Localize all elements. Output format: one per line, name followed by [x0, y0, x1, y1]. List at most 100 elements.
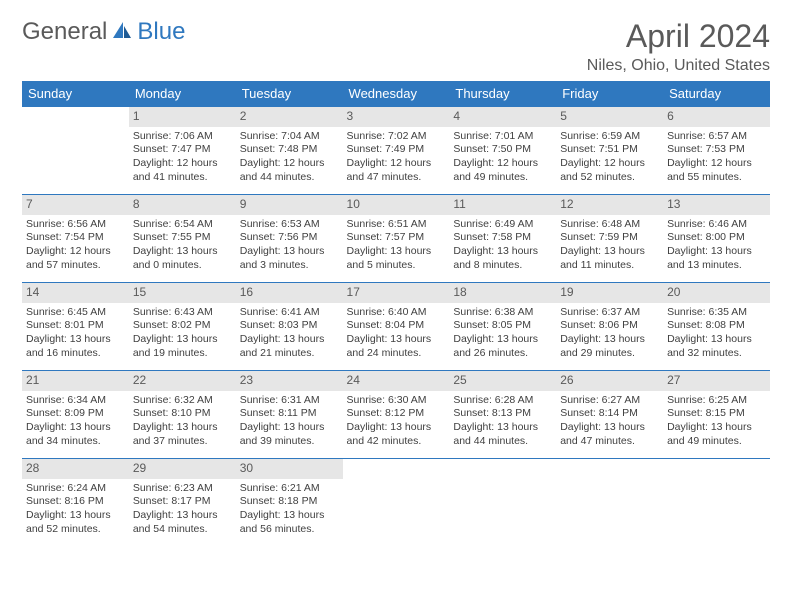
day-info: Sunrise: 7:02 AMSunset: 7:49 PMDaylight:…	[347, 130, 446, 185]
day-info: Sunrise: 6:28 AMSunset: 8:13 PMDaylight:…	[453, 394, 552, 449]
calendar-cell: 30 Sunrise: 6:21 AMSunset: 8:18 PMDayligh…	[236, 459, 343, 547]
day-number: 16	[236, 283, 343, 303]
calendar-cell	[556, 459, 663, 547]
day-info: Sunrise: 6:35 AMSunset: 8:08 PMDaylight:…	[667, 306, 766, 361]
calendar-cell: 11 Sunrise: 6:49 AMSunset: 7:58 PMDayligh…	[449, 195, 556, 283]
calendar-table: Sunday Monday Tuesday Wednesday Thursday…	[22, 81, 770, 547]
calendar-row: 14 Sunrise: 6:45 AMSunset: 8:01 PMDayligh…	[22, 283, 770, 371]
calendar-cell: 17Sunrise: 6:40 AMSunset: 8:04 PMDayligh…	[343, 283, 450, 371]
weekday-header-row: Sunday Monday Tuesday Wednesday Thursday…	[22, 81, 770, 107]
calendar-cell: 15 Sunrise: 6:43 AMSunset: 8:02 PMDayligh…	[129, 283, 236, 371]
month-title: April 2024	[587, 18, 770, 55]
day-info: Sunrise: 6:43 AMSunset: 8:02 PMDaylight:…	[133, 306, 232, 361]
calendar-cell: 6 Sunrise: 6:57 AMSunset: 7:53 PMDaylight…	[663, 107, 770, 195]
day-number: 3	[343, 107, 450, 127]
weekday-header: Saturday	[663, 81, 770, 107]
day-number: 8	[129, 195, 236, 215]
day-info: Sunrise: 6:25 AMSunset: 8:15 PMDaylight:…	[667, 394, 766, 449]
calendar-cell: 27 Sunrise: 6:25 AMSunset: 8:15 PMDayligh…	[663, 371, 770, 459]
day-number: 14	[22, 283, 129, 303]
day-number: 25	[449, 371, 556, 391]
day-info: Sunrise: 6:49 AMSunset: 7:58 PMDaylight:…	[453, 218, 552, 273]
day-number: 4	[449, 107, 556, 127]
day-number: 6	[663, 107, 770, 127]
day-number: 26	[556, 371, 663, 391]
day-info: Sunrise: 6:48 AMSunset: 7:59 PMDaylight:…	[560, 218, 659, 273]
weekday-header: Sunday	[22, 81, 129, 107]
calendar-cell: 12 Sunrise: 6:48 AMSunset: 7:59 PMDayligh…	[556, 195, 663, 283]
day-info: Sunrise: 6:38 AMSunset: 8:05 PMDaylight:…	[453, 306, 552, 361]
day-info: Sunrise: 6:34 AMSunset: 8:09 PMDaylight:…	[26, 394, 125, 449]
day-number: 22	[129, 371, 236, 391]
day-info: Sunrise: 7:01 AMSunset: 7:50 PMDaylight:…	[453, 130, 552, 185]
weekday-header: Tuesday	[236, 81, 343, 107]
day-info: Sunrise: 7:04 AMSunset: 7:48 PMDaylight:…	[240, 130, 339, 185]
calendar-cell: 23Sunrise: 6:31 AMSunset: 8:11 PMDayligh…	[236, 371, 343, 459]
logo-sail-icon	[111, 20, 133, 45]
calendar-cell: 3 Sunrise: 7:02 AMSunset: 7:49 PMDaylight…	[343, 107, 450, 195]
day-info: Sunrise: 6:30 AMSunset: 8:12 PMDaylight:…	[347, 394, 446, 449]
logo-text-blue: Blue	[137, 18, 185, 46]
day-info: Sunrise: 6:45 AMSunset: 8:01 PMDaylight:…	[26, 306, 125, 361]
calendar-cell: 26 Sunrise: 6:27 AMSunset: 8:14 PMDayligh…	[556, 371, 663, 459]
day-info: Sunrise: 6:32 AMSunset: 8:10 PMDaylight:…	[133, 394, 232, 449]
day-number: 7	[22, 195, 129, 215]
calendar-cell: 13 Sunrise: 6:46 AMSunset: 8:00 PMDayligh…	[663, 195, 770, 283]
day-number: 30	[236, 459, 343, 479]
day-info: Sunrise: 7:06 AMSunset: 7:47 PMDaylight:…	[133, 130, 232, 185]
calendar-cell	[22, 107, 129, 195]
day-info: Sunrise: 6:53 AMSunset: 7:56 PMDaylight:…	[240, 218, 339, 273]
calendar-row: 28Sunrise: 6:24 AMSunset: 8:16 PMDayligh…	[22, 459, 770, 547]
day-number: 28	[22, 459, 129, 479]
calendar-cell	[449, 459, 556, 547]
weekday-header: Thursday	[449, 81, 556, 107]
calendar-cell: 18Sunrise: 6:38 AMSunset: 8:05 PMDayligh…	[449, 283, 556, 371]
calendar-row: 7Sunrise: 6:56 AMSunset: 7:54 PMDaylight…	[22, 195, 770, 283]
weekday-header: Monday	[129, 81, 236, 107]
day-number: 27	[663, 371, 770, 391]
day-info: Sunrise: 6:27 AMSunset: 8:14 PMDaylight:…	[560, 394, 659, 449]
day-info: Sunrise: 6:41 AMSunset: 8:03 PMDaylight:…	[240, 306, 339, 361]
calendar-cell	[343, 459, 450, 547]
day-number: 19	[556, 283, 663, 303]
day-info: Sunrise: 6:54 AMSunset: 7:55 PMDaylight:…	[133, 218, 232, 273]
calendar-cell: 2 Sunrise: 7:04 AMSunset: 7:48 PMDaylight…	[236, 107, 343, 195]
day-info: Sunrise: 6:21 AMSunset: 8:18 PMDaylight:…	[240, 482, 339, 537]
day-info: Sunrise: 6:23 AMSunset: 8:17 PMDaylight:…	[133, 482, 232, 537]
logo-text-general: General	[22, 18, 107, 46]
calendar-cell: 21 Sunrise: 6:34 AMSunset: 8:09 PMDayligh…	[22, 371, 129, 459]
day-number: 21	[22, 371, 129, 391]
calendar-cell: 1 Sunrise: 7:06 AMSunset: 7:47 PMDaylight…	[129, 107, 236, 195]
day-info: Sunrise: 6:59 AMSunset: 7:51 PMDaylight:…	[560, 130, 659, 185]
day-info: Sunrise: 6:31 AMSunset: 8:11 PMDaylight:…	[240, 394, 339, 449]
calendar-row: 21 Sunrise: 6:34 AMSunset: 8:09 PMDayligh…	[22, 371, 770, 459]
calendar-cell: 4 Sunrise: 7:01 AMSunset: 7:50 PMDaylight…	[449, 107, 556, 195]
weekday-header: Friday	[556, 81, 663, 107]
calendar-cell: 19Sunrise: 6:37 AMSunset: 8:06 PMDayligh…	[556, 283, 663, 371]
day-number: 15	[129, 283, 236, 303]
calendar-cell	[663, 459, 770, 547]
location: Niles, Ohio, United States	[587, 57, 770, 75]
weekday-header: Wednesday	[343, 81, 450, 107]
title-block: April 2024 Niles, Ohio, United States	[587, 18, 770, 75]
day-info: Sunrise: 6:46 AMSunset: 8:00 PMDaylight:…	[667, 218, 766, 273]
day-number: 2	[236, 107, 343, 127]
calendar-cell: 22 Sunrise: 6:32 AMSunset: 8:10 PMDayligh…	[129, 371, 236, 459]
logo: General Blue	[22, 18, 185, 46]
day-number: 9	[236, 195, 343, 215]
day-number: 12	[556, 195, 663, 215]
day-number: 20	[663, 283, 770, 303]
day-number: 13	[663, 195, 770, 215]
calendar-cell: 16 Sunrise: 6:41 AMSunset: 8:03 PMDayligh…	[236, 283, 343, 371]
day-info: Sunrise: 6:57 AMSunset: 7:53 PMDaylight:…	[667, 130, 766, 185]
header: General Blue April 2024 Niles, Ohio, Uni…	[22, 18, 770, 75]
calendar-row: 1 Sunrise: 7:06 AMSunset: 7:47 PMDaylight…	[22, 107, 770, 195]
calendar-cell: 28Sunrise: 6:24 AMSunset: 8:16 PMDayligh…	[22, 459, 129, 547]
day-number: 11	[449, 195, 556, 215]
calendar-cell: 8 Sunrise: 6:54 AMSunset: 7:55 PMDaylight…	[129, 195, 236, 283]
day-number: 24	[343, 371, 450, 391]
day-info: Sunrise: 6:51 AMSunset: 7:57 PMDaylight:…	[347, 218, 446, 273]
calendar-cell: 7Sunrise: 6:56 AMSunset: 7:54 PMDaylight…	[22, 195, 129, 283]
day-number: 1	[129, 107, 236, 127]
day-number: 17	[343, 283, 450, 303]
